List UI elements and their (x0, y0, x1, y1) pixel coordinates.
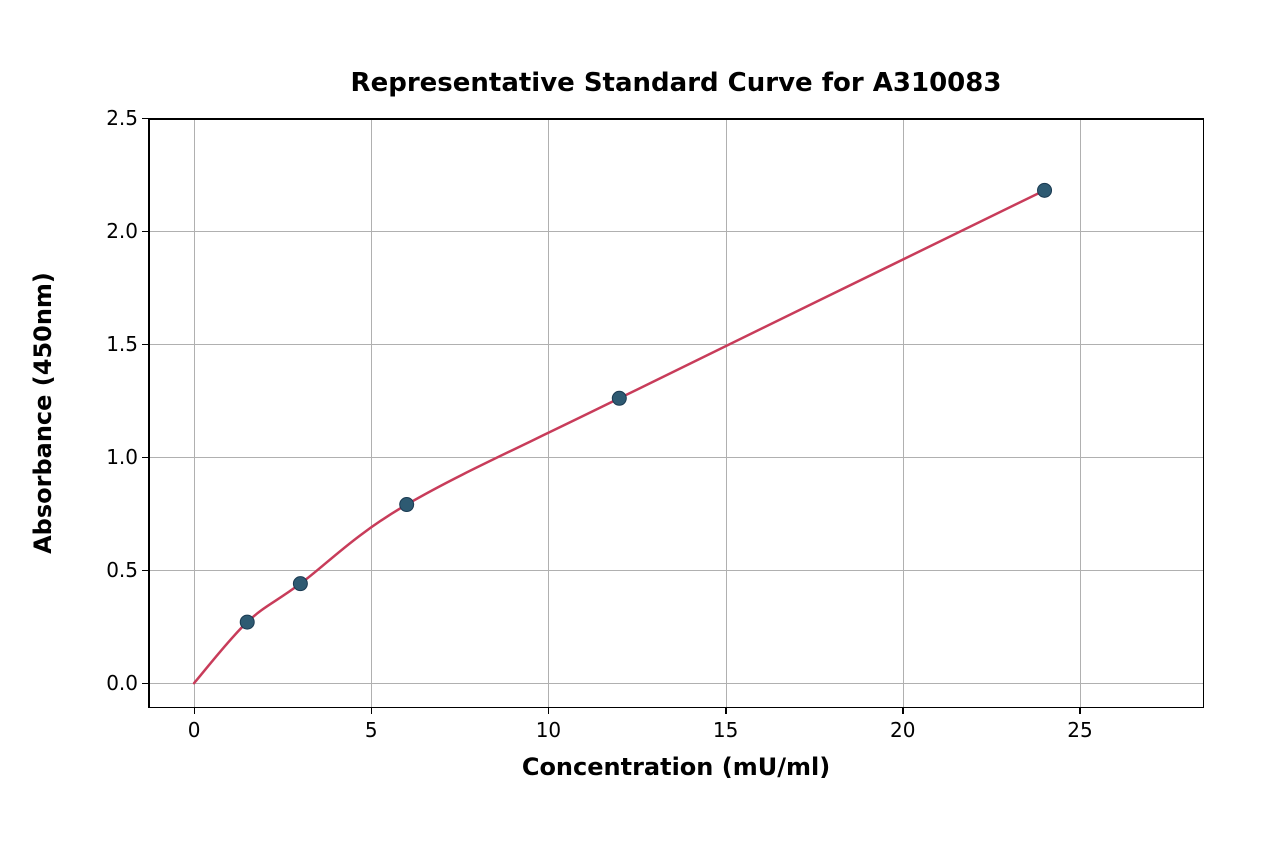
x-tick-mark (725, 708, 727, 714)
x-tick-label: 0 (188, 718, 201, 742)
y-tick-label: 2.5 (98, 106, 138, 130)
x-tick-label: 20 (890, 718, 915, 742)
chart-title: Representative Standard Curve for A31008… (351, 68, 1002, 98)
fit-curve (194, 190, 1044, 683)
data-point (1038, 183, 1052, 197)
y-tick-mark (142, 231, 148, 233)
data-point (400, 498, 414, 512)
y-tick-mark (142, 344, 148, 346)
x-tick-mark (548, 708, 550, 714)
x-tick-mark (194, 708, 196, 714)
data-point (240, 615, 254, 629)
data-point (612, 391, 626, 405)
figure: 0 5 10 15 20 25 0.0 0.5 1.0 1.5 2.0 2.5 Concentrat… (0, 0, 1280, 845)
y-tick-mark (142, 457, 148, 459)
y-axis-label: Absorbance (450nm) (29, 272, 57, 554)
y-tick-label: 0.5 (98, 558, 138, 582)
y-tick-label: 2.0 (98, 219, 138, 243)
x-axis-label: Concentration (mU/ml) (522, 753, 830, 781)
y-tick-mark (142, 683, 148, 685)
x-tick-mark (1079, 708, 1081, 714)
y-tick-label: 0.0 (98, 671, 138, 695)
y-tick-label: 1.5 (98, 332, 138, 356)
x-tick-label: 25 (1067, 718, 1092, 742)
x-tick-label: 10 (536, 718, 561, 742)
x-tick-label: 5 (365, 718, 378, 742)
data-point (293, 577, 307, 591)
y-tick-mark (142, 118, 148, 120)
y-tick-label: 1.0 (98, 445, 138, 469)
x-tick-mark (902, 708, 904, 714)
y-tick-mark (142, 570, 148, 572)
x-tick-mark (371, 708, 373, 714)
x-tick-label: 15 (713, 718, 738, 742)
